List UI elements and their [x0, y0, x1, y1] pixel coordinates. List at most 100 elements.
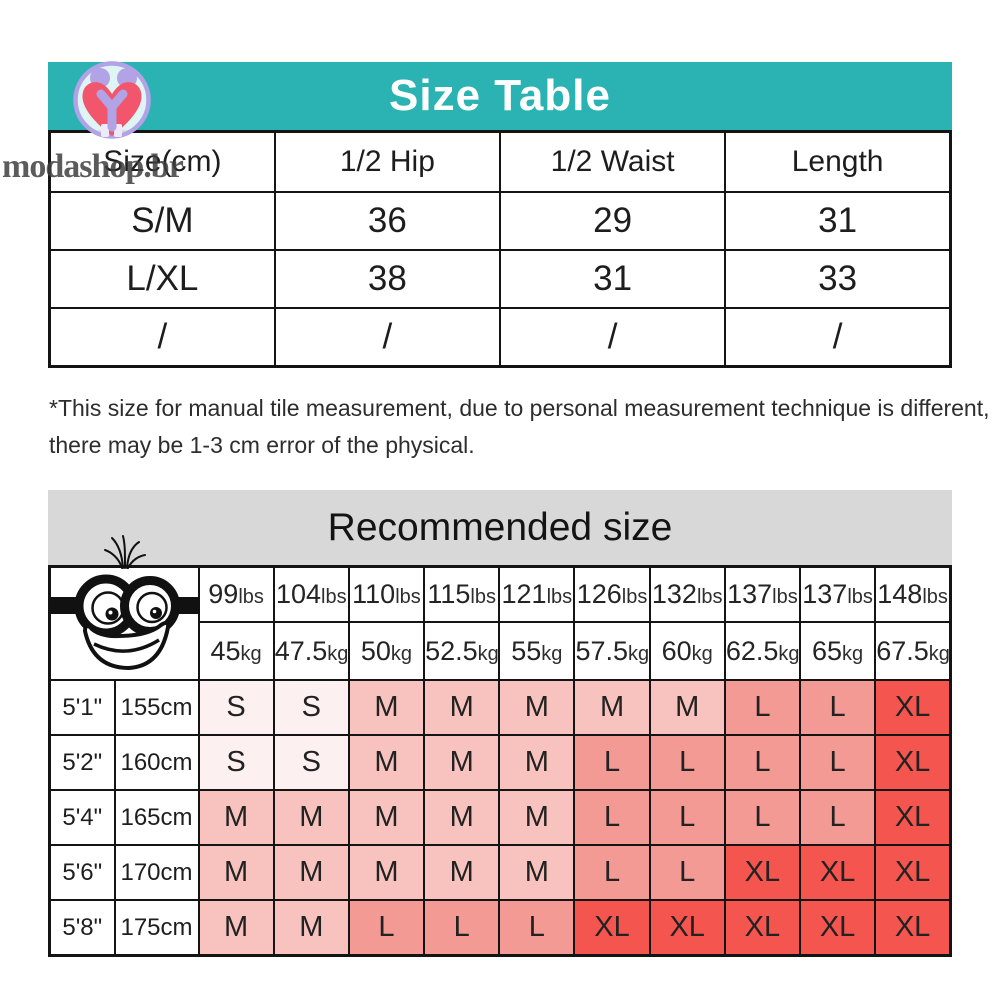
height-cm-cell: 170cm	[113, 844, 200, 901]
size-cell: S	[197, 734, 275, 791]
table-row: 5'6" 170cm M M M M M L L XL XL XL	[48, 844, 952, 901]
col-header-hip: 1/2 Hip	[273, 130, 502, 193]
size-label-cell: S/M	[48, 191, 276, 251]
hip-cell: 38	[273, 249, 502, 309]
weight-lbs-cell: 99lbs	[197, 565, 275, 623]
size-cell: M	[197, 899, 275, 957]
height-cm-cell: 165cm	[113, 789, 200, 846]
disclaimer-line-1: *This size for manual tile measurement, …	[49, 395, 990, 421]
height-cm-cell: 160cm	[113, 734, 200, 791]
size-table-section: Size Table Size(cm) 1/2 Hip 1/2 Waist Le…	[48, 62, 952, 368]
table-row: 5'2" 160cm S S M M M L L L L XL	[48, 734, 952, 791]
size-cell: L	[498, 899, 576, 957]
size-cell: L	[798, 734, 877, 791]
size-cell: M	[498, 789, 576, 846]
size-cell: M	[498, 679, 576, 736]
size-cell: S	[197, 679, 275, 736]
size-cell: XL	[874, 899, 952, 957]
size-cell: XL	[798, 899, 877, 957]
size-cell: M	[423, 789, 501, 846]
size-cell: XL	[573, 899, 651, 957]
height-ft-cell: 5'4"	[48, 789, 116, 846]
size-table-title: Size Table	[48, 62, 952, 130]
table-row: / / / /	[48, 307, 952, 368]
weight-lbs-cell: 132lbs	[648, 565, 726, 623]
size-cell: XL	[874, 844, 952, 901]
waist-cell: 31	[498, 249, 727, 309]
weight-kg-cell: 47.5kg	[272, 621, 350, 681]
size-cell: L	[798, 789, 877, 846]
weight-lbs-cell: 137lbs	[723, 565, 802, 623]
shop-logo-icon	[73, 61, 151, 139]
hip-cell: /	[273, 307, 502, 368]
length-cell: /	[724, 307, 952, 368]
size-cell: L	[723, 789, 802, 846]
recommended-size-table: 99lbs 104lbs 110lbs 115lbs 121lbs 126lbs…	[48, 535, 952, 957]
table-row: S/M 36 29 31	[48, 191, 952, 251]
height-cm-cell: 155cm	[113, 679, 200, 736]
size-cell: S	[272, 734, 350, 791]
size-cell: L	[423, 899, 501, 957]
size-cell: M	[498, 844, 576, 901]
hip-cell: 36	[273, 191, 502, 251]
weight-kg-cell: 57.5kg	[573, 621, 651, 681]
size-cell: L	[347, 899, 426, 957]
size-cell: L	[573, 789, 651, 846]
size-cell: M	[347, 789, 426, 846]
weight-kg-cell: 62.5kg	[723, 621, 802, 681]
size-cell: L	[648, 734, 726, 791]
size-cell: M	[197, 789, 275, 846]
size-cell: M	[423, 844, 501, 901]
weight-lbs-cell: 137lbs	[798, 565, 877, 623]
weight-lbs-cell: 121lbs	[498, 565, 576, 623]
col-header-size: Size(cm)	[48, 130, 276, 193]
height-ft-cell: 5'8"	[48, 899, 116, 957]
size-cell: XL	[874, 789, 952, 846]
weight-kg-cell: 45kg	[197, 621, 275, 681]
size-cell: M	[423, 734, 501, 791]
size-cell: L	[573, 844, 651, 901]
size-cell: M	[197, 844, 275, 901]
weight-kg-cell: 65kg	[798, 621, 877, 681]
size-cell: M	[347, 844, 426, 901]
table-row: 5'4" 165cm M M M M M L L L L XL	[48, 789, 952, 846]
size-cell: L	[648, 844, 726, 901]
weights-kg-row: 45kg 47.5kg 50kg 52.5kg 55kg 57.5kg 60kg…	[50, 621, 952, 681]
size-label-cell: /	[48, 307, 276, 368]
weight-lbs-cell: 104lbs	[272, 565, 350, 623]
size-cell: XL	[723, 899, 802, 957]
waist-cell: /	[498, 307, 727, 368]
height-ft-cell: 5'1"	[48, 679, 116, 736]
size-cell: XL	[874, 734, 952, 791]
size-cell: L	[723, 734, 802, 791]
weight-kg-cell: 50kg	[347, 621, 426, 681]
weight-lbs-cell: 110lbs	[347, 565, 426, 623]
minion-face-cell	[48, 535, 200, 681]
size-cell: L	[573, 734, 651, 791]
weight-kg-cell: 67.5kg	[874, 621, 952, 681]
size-cell: XL	[723, 844, 802, 901]
length-cell: 31	[724, 191, 952, 251]
col-header-waist: 1/2 Waist	[498, 130, 727, 193]
weight-lbs-cell: 126lbs	[573, 565, 651, 623]
size-cell: XL	[874, 679, 952, 736]
disclaimer-line-2: there may be 1-3 cm error of the physica…	[49, 432, 475, 458]
size-table: Size(cm) 1/2 Hip 1/2 Waist Length S/M 36…	[48, 130, 952, 368]
table-row: 5'1" 155cm S S M M M M M L L XL	[48, 679, 952, 736]
recommended-size-section: Recommended size	[48, 490, 952, 957]
weight-lbs-cell: 148lbs	[874, 565, 952, 623]
size-cell: L	[723, 679, 802, 736]
size-cell: L	[798, 679, 877, 736]
waist-cell: 29	[498, 191, 727, 251]
size-table-header-row: Size(cm) 1/2 Hip 1/2 Waist Length	[48, 130, 952, 193]
size-cell: M	[347, 734, 426, 791]
size-cell: M	[573, 679, 651, 736]
weight-kg-cell: 52.5kg	[423, 621, 501, 681]
size-cell: XL	[648, 899, 726, 957]
table-row: 5'8" 175cm M M L L L XL XL XL XL XL	[48, 899, 952, 957]
size-cell: S	[272, 679, 350, 736]
size-cell: M	[347, 679, 426, 736]
size-cell: M	[272, 844, 350, 901]
weights-lbs-row: 99lbs 104lbs 110lbs 115lbs 121lbs 126lbs…	[48, 535, 952, 681]
